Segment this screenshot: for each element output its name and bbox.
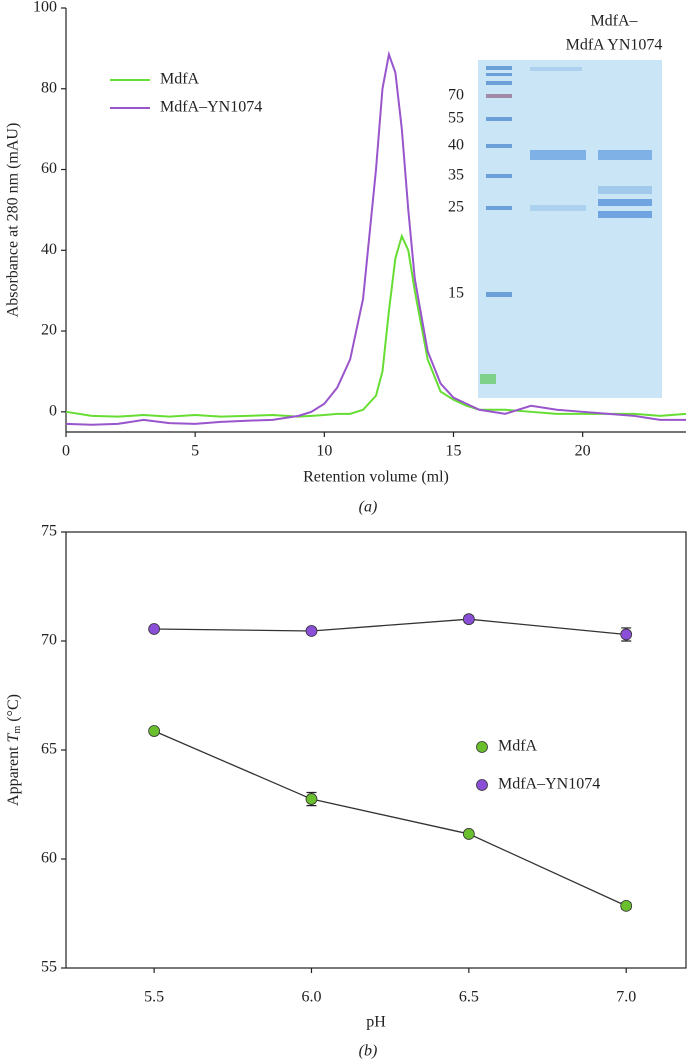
- y-tick-label: 60: [41, 160, 57, 177]
- plot-frame: [65, 531, 687, 969]
- data-point: [462, 828, 475, 840]
- gel-marker-label: 55: [448, 110, 464, 127]
- x-axis-label: Retention volume (ml): [303, 469, 449, 486]
- legend-marker: [476, 779, 488, 791]
- series-line: [154, 618, 627, 636]
- y-tick-label: 75: [41, 523, 57, 540]
- band: [598, 211, 652, 218]
- band: [486, 94, 512, 98]
- gel: [478, 60, 662, 398]
- band: [598, 186, 652, 194]
- band: [486, 66, 512, 70]
- inset-title: MdfA YN1074: [566, 37, 663, 54]
- data-point: [462, 613, 475, 626]
- band: [598, 150, 652, 160]
- data-point: [305, 793, 318, 805]
- x-tick-label: 10: [316, 443, 332, 460]
- x-tick-label: 15: [446, 443, 462, 460]
- band: [480, 374, 496, 384]
- band: [530, 150, 586, 160]
- sample-bands: [530, 67, 652, 218]
- y-axis-label-part: (°C): [5, 694, 22, 722]
- data-point: [620, 899, 633, 912]
- band: [486, 292, 512, 297]
- caption: (a): [359, 499, 378, 516]
- y-tick-label: 20: [41, 322, 57, 339]
- data-point: [148, 725, 161, 737]
- y-axis-label: Apparent Tm (°C): [5, 694, 24, 806]
- band: [486, 117, 512, 121]
- x-tick-label: 0: [62, 443, 70, 460]
- data-point: [620, 628, 633, 641]
- gel-marker-label: 35: [448, 167, 464, 184]
- gel-inset: [478, 60, 662, 398]
- y-tick-label: 60: [41, 850, 57, 867]
- y-tick-label: 0: [49, 402, 57, 419]
- gel-marker-label: 25: [448, 199, 464, 216]
- gel-marker-label: 70: [448, 87, 464, 104]
- legend-label: MdfA–YN1074: [160, 99, 262, 116]
- y-tick-label: 65: [41, 741, 57, 758]
- ladder: [480, 66, 512, 384]
- y-tick-label: 80: [41, 79, 57, 96]
- x-tick-label: 6.0: [301, 989, 321, 1006]
- band: [486, 144, 512, 148]
- x-tick-label: 5.5: [144, 989, 164, 1006]
- data-point: [148, 623, 161, 635]
- caption: (b): [359, 1043, 378, 1060]
- x-tick-label: 5: [191, 443, 199, 460]
- inset-title: MdfA–: [590, 13, 638, 30]
- band: [486, 73, 512, 76]
- data-point: [305, 625, 318, 637]
- legend-label: MdfA: [160, 71, 200, 88]
- y-tick-label: 100: [33, 0, 57, 16]
- band: [530, 205, 586, 211]
- y-axis-label-part: Apparent: [5, 746, 22, 806]
- band: [486, 174, 512, 178]
- series-line: [153, 730, 627, 907]
- legend-label: MdfA–YN1074: [498, 776, 600, 793]
- x-tick-label: 7.0: [616, 989, 636, 1006]
- x-tick-label: 6.5: [459, 989, 479, 1006]
- band: [530, 67, 582, 71]
- band: [486, 206, 512, 210]
- y-tick-label: 40: [41, 241, 57, 258]
- y-axis-label: Absorbance at 280 nm (mAU): [5, 123, 22, 318]
- gel-marker-label: 40: [448, 137, 464, 154]
- y-axis-label-part: T: [5, 732, 22, 742]
- series-line: [65, 233, 687, 418]
- y-tick-label: 70: [41, 632, 57, 649]
- legend-marker: [476, 741, 488, 753]
- x-axis-label: pH: [366, 1014, 386, 1031]
- band: [598, 199, 652, 206]
- gel-marker-label: 15: [448, 285, 464, 302]
- series-line: [65, 50, 686, 426]
- band: [486, 81, 512, 85]
- x-tick-label: 20: [575, 443, 591, 460]
- y-tick-label: 55: [41, 959, 57, 976]
- legend-label: MdfA: [498, 738, 538, 755]
- y-axis-label-part: m: [12, 726, 23, 734]
